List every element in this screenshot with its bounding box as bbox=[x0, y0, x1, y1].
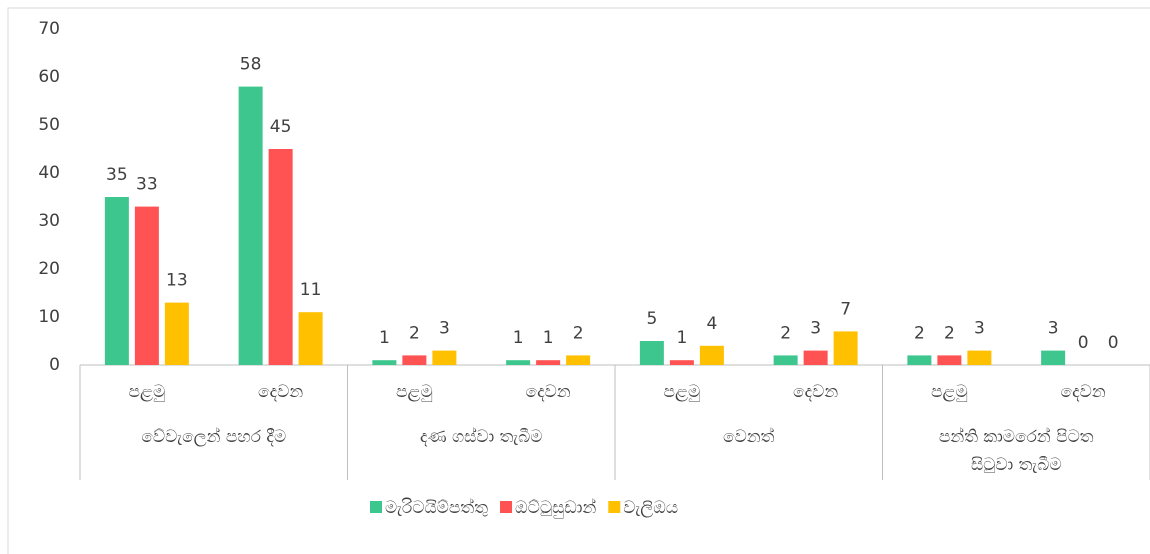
data-label: 35 bbox=[106, 165, 128, 185]
data-label: 2 bbox=[573, 323, 584, 343]
bar bbox=[907, 355, 932, 365]
y-tick-label: 30 bbox=[38, 211, 60, 231]
data-label: 3 bbox=[1048, 319, 1059, 339]
bar bbox=[1041, 350, 1066, 365]
bar bbox=[104, 197, 129, 365]
y-tick-label: 20 bbox=[38, 259, 60, 279]
x-tick-label: පළමු bbox=[664, 382, 701, 402]
data-label: 1 bbox=[543, 328, 554, 348]
y-tick-label: 40 bbox=[38, 163, 60, 183]
data-label: 1 bbox=[379, 328, 390, 348]
bar bbox=[773, 355, 798, 365]
group-label: දණ ගස්වා තැබීම bbox=[420, 427, 543, 447]
bar bbox=[372, 360, 397, 365]
bar bbox=[639, 341, 664, 365]
data-label: 2 bbox=[780, 323, 791, 343]
group-label: වේවැලෙන් පහර දීම bbox=[141, 427, 286, 447]
x-tick-label: දෙවන bbox=[258, 382, 303, 402]
bar bbox=[967, 350, 992, 365]
bar bbox=[238, 86, 263, 365]
y-tick-label: 50 bbox=[38, 115, 60, 135]
x-tick-label: පළමු bbox=[396, 382, 433, 402]
bar bbox=[699, 345, 724, 365]
data-label: 3 bbox=[810, 319, 821, 339]
bar bbox=[298, 312, 323, 365]
x-tick-label: දෙවන bbox=[1061, 382, 1106, 402]
data-label: 3 bbox=[439, 319, 450, 339]
legend-swatch bbox=[500, 501, 513, 513]
chart-border bbox=[7, 7, 1150, 554]
bar bbox=[402, 355, 427, 365]
data-label: 1 bbox=[676, 328, 687, 348]
bar bbox=[566, 355, 591, 365]
bar bbox=[803, 350, 828, 365]
data-label: 1 bbox=[513, 328, 524, 348]
data-label: 58 bbox=[240, 55, 262, 75]
y-tick-label: 0 bbox=[49, 355, 60, 375]
y-tick-label: 60 bbox=[38, 67, 60, 87]
group-label: වෙනත් bbox=[723, 427, 775, 447]
data-label: 0 bbox=[1078, 333, 1089, 353]
data-label: 2 bbox=[914, 323, 925, 343]
bar bbox=[669, 360, 694, 365]
y-tick-label: 10 bbox=[38, 307, 60, 327]
data-label: 4 bbox=[706, 314, 717, 334]
bar bbox=[134, 206, 159, 365]
data-label: 13 bbox=[166, 271, 188, 291]
bar bbox=[268, 149, 293, 365]
data-label: 11 bbox=[300, 280, 322, 300]
y-tick-label: 70 bbox=[38, 19, 60, 39]
legend-swatch bbox=[370, 501, 382, 513]
data-label: 0 bbox=[1108, 333, 1119, 353]
bar bbox=[164, 302, 189, 365]
x-tick-label: පළමු bbox=[931, 382, 968, 402]
legend-label: මැරිටයිම්පත්තු bbox=[385, 498, 488, 518]
data-label: 45 bbox=[270, 117, 292, 137]
legend-label: වැලිඔය bbox=[623, 498, 678, 518]
data-label: 2 bbox=[944, 323, 955, 343]
legend-swatch bbox=[608, 501, 621, 513]
group-label: සිටුවා තැබීම bbox=[971, 455, 1062, 475]
bar bbox=[536, 360, 561, 365]
group-label: පන්ති කාමරෙන් පිටත bbox=[939, 427, 1094, 447]
bar bbox=[833, 331, 858, 365]
data-label: 5 bbox=[646, 309, 657, 329]
x-tick-label: දෙවන bbox=[526, 382, 571, 402]
data-label: 7 bbox=[840, 299, 851, 319]
data-label: 3 bbox=[974, 319, 985, 339]
data-label: 2 bbox=[409, 323, 420, 343]
x-tick-label: දෙවන bbox=[793, 382, 838, 402]
legend-label: ඔට්ටුසුඩාන් bbox=[515, 498, 596, 518]
x-tick-label: පළමු bbox=[129, 382, 166, 402]
bar bbox=[506, 360, 531, 365]
bar bbox=[937, 355, 962, 365]
data-label: 33 bbox=[136, 175, 158, 195]
bar bbox=[432, 350, 457, 365]
